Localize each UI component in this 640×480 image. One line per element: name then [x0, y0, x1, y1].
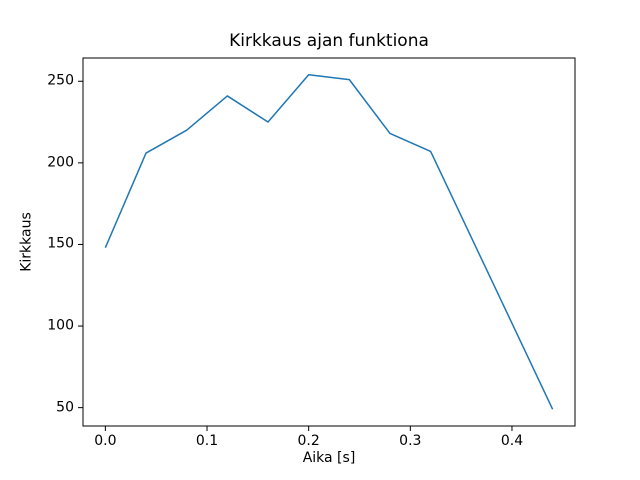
x-axis-label: Aika [s] — [302, 450, 356, 466]
y-tick-label: 250 — [47, 72, 74, 89]
x-tick-label: 0.4 — [500, 433, 524, 449]
x-tick-label: 0.1 — [195, 433, 219, 449]
chart-title: Kirkkaus ajan funktiona — [229, 31, 429, 51]
y-tick-label: 200 — [47, 154, 74, 171]
series-line — [104, 73, 554, 410]
y-ticks — [78, 80, 83, 409]
axes-box — [82, 57, 576, 427]
y-axis-label: Kirkkaus — [18, 212, 35, 272]
x-tick-label: 0.0 — [94, 433, 117, 449]
x-ticks — [104, 426, 513, 431]
x-tick-label: 0.2 — [297, 433, 320, 449]
y-tick-label: 50 — [56, 399, 74, 416]
x-tick-label: 0.3 — [399, 433, 422, 449]
y-tick-label: 100 — [47, 317, 74, 334]
y-tick-label: 150 — [47, 236, 74, 253]
